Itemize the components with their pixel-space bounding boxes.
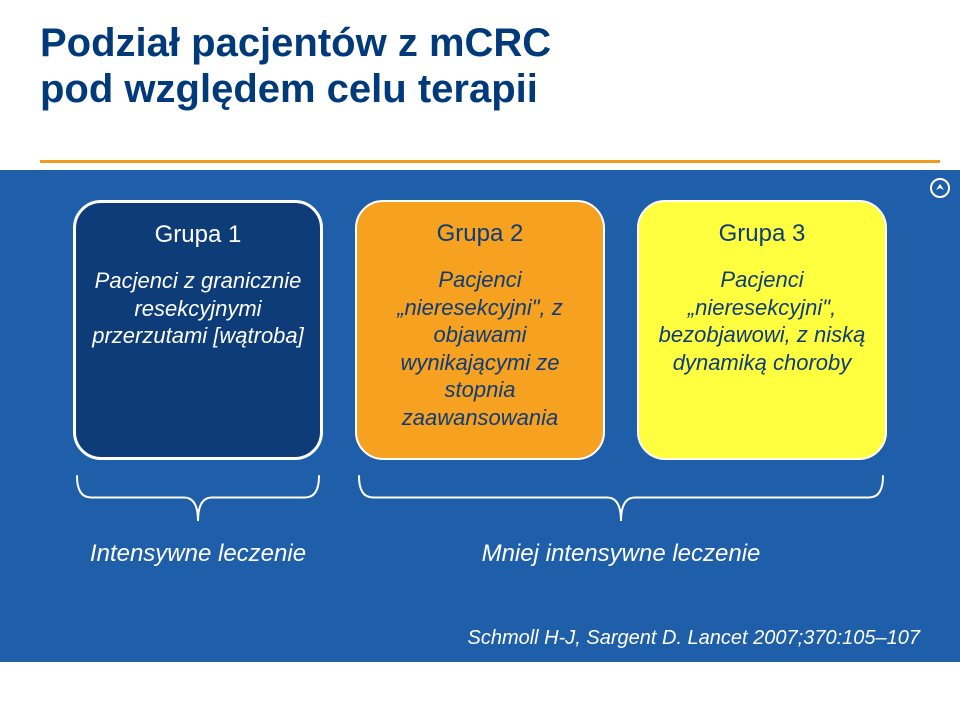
- slide: Podział pacjentów z mCRC pod względem ce…: [0, 0, 960, 702]
- group-1-header: Grupa 1: [155, 221, 242, 249]
- brace-right: [355, 470, 887, 525]
- cards-row: Grupa 1 Pacjenci z granicznie resekcyjny…: [0, 200, 960, 460]
- title-line-1: Podział pacjentów z mCRC: [40, 21, 551, 65]
- citation: Schmoll H-J, Sargent D. Lancet 2007;370:…: [467, 627, 920, 650]
- group-2-card: Grupa 2 Pacjenci „nieresekcyjni", z obja…: [355, 200, 605, 460]
- braces-row: [0, 470, 960, 525]
- brace-right-slot: [355, 470, 887, 525]
- group-1-body: Pacjenci z granicznie resekcyjnymi przer…: [92, 267, 304, 350]
- slide-title: Podział pacjentów z mCRC pod względem ce…: [40, 20, 920, 112]
- group-2-header: Grupa 2: [437, 220, 524, 248]
- title-region: Podział pacjentów z mCRC pod względem ce…: [40, 20, 920, 160]
- title-line-2: pod względem celu terapii: [40, 67, 538, 111]
- up-arrow-circle-icon[interactable]: [930, 178, 950, 198]
- brace-left: [73, 470, 323, 525]
- group-3-card: Grupa 3 Pacjenci „nieresekcyjni", bezobj…: [637, 200, 887, 460]
- group-3-body: Pacjenci „nieresekcyjni", bezobjawowi, z…: [655, 266, 869, 376]
- group-1-card: Grupa 1 Pacjenci z granicznie resekcyjny…: [73, 200, 323, 460]
- group-3-header: Grupa 3: [719, 220, 806, 248]
- treatment-labels-row: Intensywne leczenie Mniej intensywne lec…: [0, 540, 960, 568]
- title-divider: [40, 160, 940, 163]
- treatment-label-right: Mniej intensywne leczenie: [355, 540, 887, 568]
- content-region: Grupa 1 Pacjenci z granicznie resekcyjny…: [0, 170, 960, 662]
- treatment-label-left: Intensywne leczenie: [73, 540, 323, 568]
- group-2-body: Pacjenci „nieresekcyjni", z objawami wyn…: [373, 266, 587, 431]
- brace-left-slot: [73, 470, 323, 525]
